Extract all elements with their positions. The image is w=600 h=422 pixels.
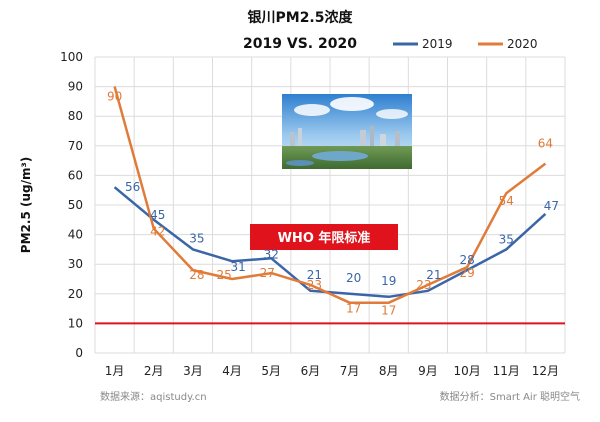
y-tick-label: 60	[68, 168, 83, 182]
data-label-2020: 29	[459, 266, 474, 280]
x-tick-label: 6月	[301, 364, 321, 378]
x-tick-label: 3月	[183, 364, 203, 378]
data-label-2020: 54	[499, 194, 514, 208]
data-label-2020: 23	[307, 278, 322, 292]
data-label-2020: 64	[538, 137, 553, 151]
series-lines	[113, 86, 547, 304]
y-tick-label: 10	[68, 316, 83, 330]
y-tick-label: 40	[68, 228, 83, 242]
x-tick-label: 10月	[453, 364, 480, 378]
data-label-2019: 21	[307, 268, 322, 282]
data-label-2019: 31	[230, 260, 245, 274]
x-tick-label: 1月	[105, 364, 125, 378]
data-label-2019: 35	[499, 232, 514, 246]
data-label-2019: 21	[426, 268, 441, 282]
legend-label-2020: 2020	[507, 37, 538, 51]
data-label-2020: 17	[381, 304, 396, 318]
x-tick-label: 11月	[493, 364, 520, 378]
data-label-2019: 32	[264, 247, 279, 261]
data-label-2020: 17	[346, 302, 361, 316]
data-label-2019: 56	[125, 180, 140, 194]
footer-source: 数据来源：aqistudy.cn	[100, 390, 207, 403]
x-tick-label: 5月	[261, 364, 281, 378]
y-tick-label: 100	[60, 50, 83, 64]
y-tick-label: 0	[75, 346, 83, 360]
legend: 2019 2020	[393, 37, 538, 51]
x-tick-label: 12月	[532, 364, 559, 378]
data-label-2020: 25	[216, 268, 231, 282]
data-label-2019: 19	[381, 274, 396, 288]
data-label-2020: 23	[416, 278, 431, 292]
y-tick-label: 70	[68, 139, 83, 153]
data-label-2019: 35	[189, 231, 204, 245]
series-line-2020	[113, 86, 547, 304]
x-tick-label: 8月	[379, 364, 399, 378]
x-tick-label: 2月	[144, 364, 164, 378]
data-label-2020: 28	[189, 268, 204, 282]
grid	[94, 56, 566, 354]
x-tick-label: 7月	[340, 364, 360, 378]
data-label-2019: 28	[459, 253, 474, 267]
data-label-2020: 90	[107, 90, 122, 104]
y-tick-label: 20	[68, 287, 83, 301]
data-label-2020: 27	[260, 266, 275, 280]
data-label-2019: 47	[544, 199, 559, 213]
x-axis-ticks: 1月 2月 3月 4月 5月 6月 7月 8月 9月 10月 11月 12月	[105, 364, 559, 378]
y-tick-label: 80	[68, 109, 83, 123]
legend-label-2019: 2019	[422, 37, 453, 51]
y-axis-label: PM2.5 (ug/m³)	[19, 157, 33, 253]
y-axis-ticks: 0 10 20 30 40 50 60 70 80 90 100	[60, 50, 83, 360]
who-label-box	[250, 224, 398, 250]
data-label-2019: 20	[346, 271, 361, 285]
data-label-2020: 42	[150, 225, 165, 239]
who-label: WHO 年限标准	[278, 230, 371, 246]
x-tick-label: 4月	[222, 364, 242, 378]
y-tick-label: 50	[68, 198, 83, 212]
x-tick-label: 9月	[418, 364, 438, 378]
chart-title: 银川PM2.5浓度	[248, 9, 354, 26]
city-skyline-photo	[282, 94, 412, 169]
data-labels: 56 45 35 31 32 21 20 19 21 28 35 47 90 42 28 25 27 23 17 17…	[107, 90, 559, 318]
series-line-2019	[113, 186, 547, 299]
y-tick-label: 90	[68, 80, 83, 94]
chart-subtitle: 2019 VS. 2020	[243, 36, 357, 52]
data-label-2019: 45	[150, 208, 165, 222]
footer-analysis: 数据分析：Smart Air 聪明空气	[440, 390, 580, 403]
y-tick-label: 30	[68, 257, 83, 271]
